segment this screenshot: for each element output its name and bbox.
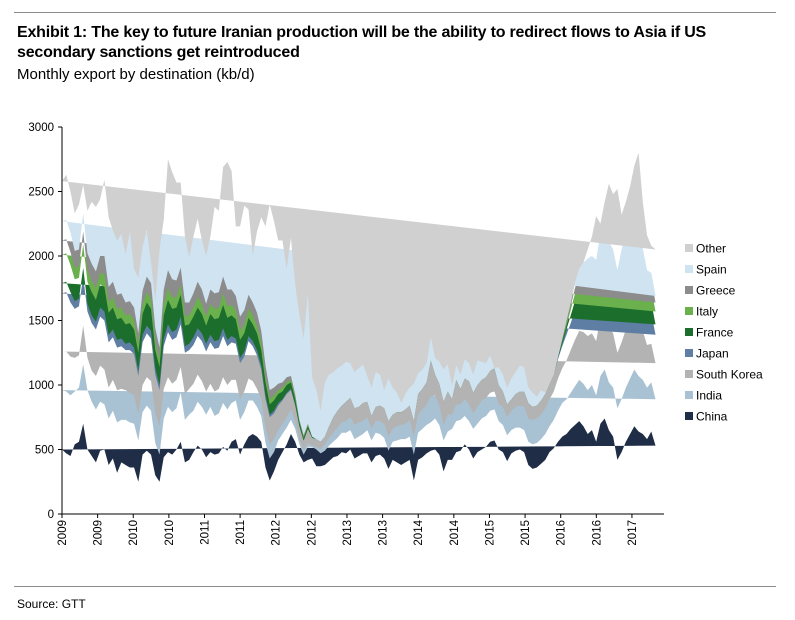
x-tick-label: 2013	[342, 520, 354, 546]
legend-swatch-japan	[685, 349, 693, 357]
x-tick-label: 2013	[378, 520, 390, 546]
legend-label-italy: Italy	[696, 305, 718, 319]
chart-subtitle: Monthly export by destination (kb/d)	[17, 66, 255, 83]
x-tick-label: 2014	[413, 519, 425, 545]
legend-swatch-greece	[685, 286, 693, 294]
legend-swatch-china	[685, 412, 693, 420]
x-tick-label: 2011	[235, 520, 247, 545]
legend-swatch-italy	[685, 307, 693, 315]
x-tick-label: 2010	[128, 520, 140, 546]
x-tick-label: 2015	[520, 520, 532, 546]
legend-swatch-other	[685, 244, 693, 252]
x-tick-label: 2016	[591, 520, 603, 546]
top-rule	[14, 12, 776, 13]
x-tick-label: 2015	[484, 520, 496, 546]
legend-swatch-south-korea	[685, 370, 693, 378]
y-tick-label: 0	[48, 509, 54, 521]
area-other	[62, 152, 656, 411]
x-tick-label: 2017	[627, 520, 639, 546]
legend-swatch-india	[685, 391, 693, 399]
y-tick-label: 1000	[28, 380, 54, 392]
x-tick-label: 2009	[93, 520, 105, 546]
x-tick-label: 2016	[556, 520, 568, 546]
bottom-rule	[14, 586, 776, 587]
legend-label-south-korea: South Korea	[696, 368, 763, 382]
y-tick-label: 2500	[28, 187, 54, 199]
legend-label-japan: Japan	[696, 347, 729, 361]
legend: Other Spain Greece Italy France Japan South Ko…	[685, 242, 763, 424]
y-tick-label: 1500	[28, 316, 54, 328]
y-tick-label: 3000	[28, 122, 54, 134]
source-note: Source: GTT	[17, 597, 86, 611]
legend-label-china: China	[696, 410, 728, 424]
area-china	[62, 418, 656, 482]
legend-label-greece: Greece	[696, 284, 736, 298]
legend-swatch-france	[685, 328, 693, 336]
legend-swatch-spain	[685, 265, 693, 273]
area-layer	[62, 152, 656, 482]
legend-label-india: India	[696, 389, 722, 403]
x-tick-label: 2010	[164, 520, 176, 546]
axes-layer: 0 500 1000 1500 2000 2500 3000 2009 2009 2010 2010…	[28, 122, 664, 546]
y-tick-label: 500	[35, 445, 54, 457]
legend-label-other: Other	[696, 242, 726, 256]
x-tick-label: 2012	[306, 520, 318, 546]
legend-label-france: France	[696, 326, 734, 340]
y-tick-label: 2000	[28, 251, 54, 263]
chart-title: Exhibit 1: The key to future Iranian pro…	[17, 24, 707, 61]
x-tick-label: 2011	[199, 520, 211, 545]
x-tick-label: 2009	[57, 520, 69, 546]
x-tick-label: 2014	[449, 519, 461, 545]
legend-label-spain: Spain	[696, 263, 727, 277]
x-tick-label: 2012	[271, 520, 283, 546]
